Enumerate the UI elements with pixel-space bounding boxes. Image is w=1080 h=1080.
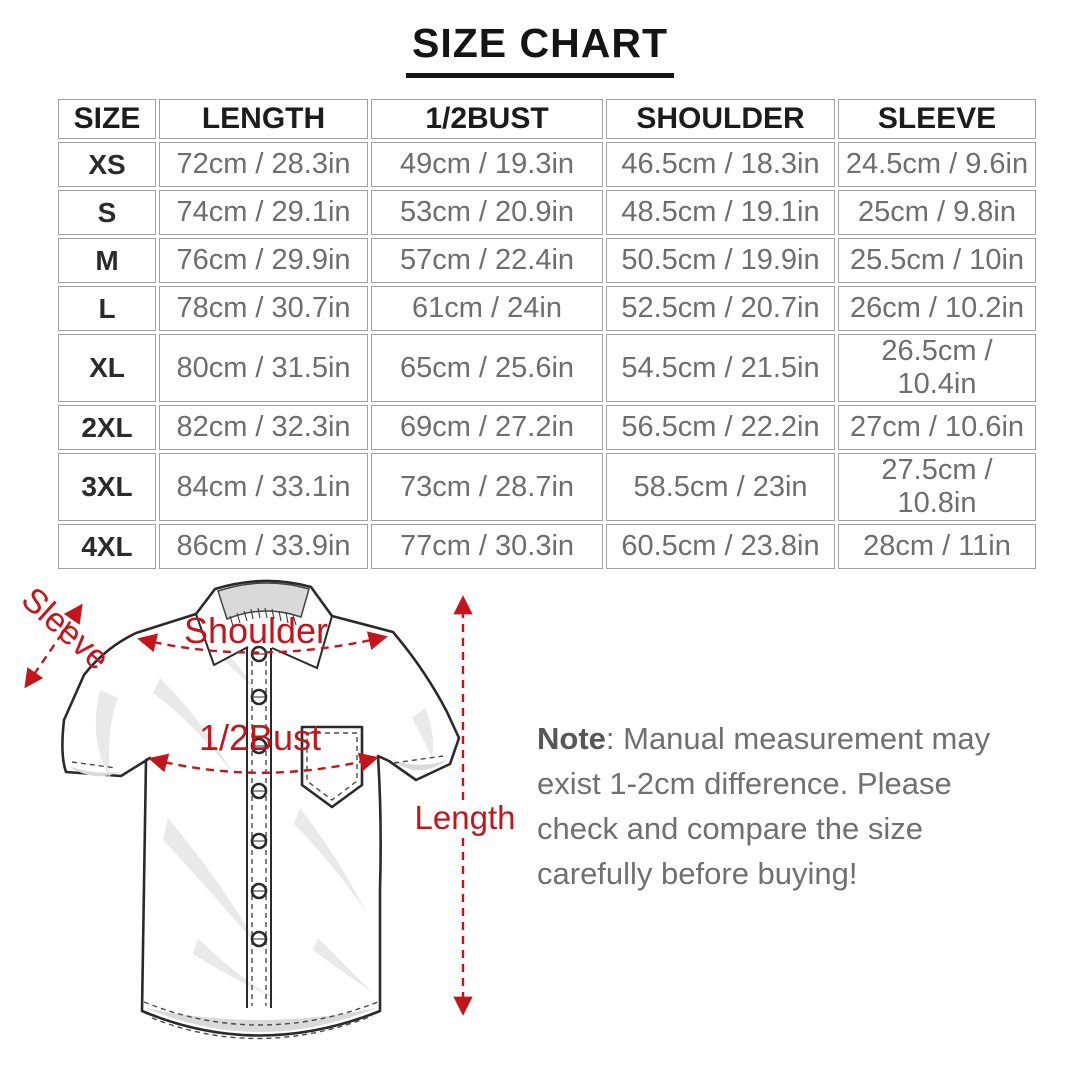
size-cell: XS	[58, 142, 156, 187]
column-header: SHOULDER	[606, 99, 835, 139]
measurement-cell: 26.5cm / 10.4in	[838, 334, 1036, 402]
measurement-cell: 49cm / 19.3in	[371, 142, 603, 187]
header: SIZE CHART	[0, 20, 1080, 78]
table-header-row: SIZE LENGTH 1/2BUST SHOULDER SLEEVE	[58, 99, 1036, 139]
measurement-cell: 25.5cm / 10in	[838, 238, 1036, 283]
measurement-cell: 86cm / 33.9in	[159, 524, 368, 569]
table-row: M 76cm / 29.9in 57cm / 22.4in 50.5cm / 19.9…	[58, 238, 1036, 283]
size-cell: 3XL	[58, 453, 156, 521]
note-label: Note	[537, 721, 606, 756]
size-table-body: XS 72cm / 28.3in 49cm / 19.3in 46.5cm / 18.…	[58, 142, 1036, 569]
measurement-cell: 84cm / 33.1in	[159, 453, 368, 521]
measurement-cell: 65cm / 25.6in	[371, 334, 603, 402]
length-label: Length	[415, 799, 516, 836]
shoulder-arrow	[137, 631, 388, 654]
size-cell: M	[58, 238, 156, 283]
measurement-cell: 52.5cm / 20.7in	[606, 286, 835, 331]
page-title: SIZE CHART	[406, 20, 674, 78]
table-row: XS 72cm / 28.3in 49cm / 19.3in 46.5cm / 18.…	[58, 142, 1036, 187]
size-cell: L	[58, 286, 156, 331]
measurement-cell: 78cm / 30.7in	[159, 286, 368, 331]
measurement-cell: 48.5cm / 19.1in	[606, 190, 835, 235]
measurement-cell: 74cm / 29.1in	[159, 190, 368, 235]
sleeve-label: Sleeve	[14, 580, 117, 678]
note-line-2: exist 1-2cm difference. Please	[537, 766, 952, 801]
column-header: 1/2BUST	[371, 99, 603, 139]
measurement-cell: 46.5cm / 18.3in	[606, 142, 835, 187]
measurement-cell: 24.5cm / 9.6in	[838, 142, 1036, 187]
measurement-cell: 77cm / 30.3in	[371, 524, 603, 569]
size-cell: 2XL	[58, 405, 156, 450]
buttons	[250, 645, 268, 948]
neckband-hatching	[229, 607, 297, 627]
note-line-1: : Manual measurement may	[605, 721, 991, 756]
measurement-cell: 54.5cm / 21.5in	[606, 334, 835, 402]
size-table: SIZE LENGTH 1/2BUST SHOULDER SLEEVE XS 72cm /…	[55, 96, 1039, 572]
measurement-cell: 72cm / 28.3in	[159, 142, 368, 187]
size-cell: XL	[58, 334, 156, 402]
note-line-4: carefully before buying!	[537, 856, 858, 891]
table-row: L 78cm / 30.7in 61cm / 24in 52.5cm / 20.7in…	[58, 286, 1036, 331]
measurement-cell: 76cm / 29.9in	[159, 238, 368, 283]
note-text: Note: Manual measurement may exist 1-2cm…	[537, 716, 1037, 896]
table-row: 2XL 82cm / 32.3in 69cm / 27.2in 56.5cm / 22…	[58, 405, 1036, 450]
measurement-cell: 80cm / 31.5in	[159, 334, 368, 402]
shirt-collar	[195, 582, 333, 670]
measurement-cell: 27.5cm / 10.8in	[838, 453, 1036, 521]
measurement-cell: 58.5cm / 23in	[606, 453, 835, 521]
column-header: SLEEVE	[838, 99, 1036, 139]
measurement-cell: 82cm / 32.3in	[159, 405, 368, 450]
measurement-cell: 53cm / 20.9in	[371, 190, 603, 235]
column-header: LENGTH	[159, 99, 368, 139]
note-line-3: check and compare the size	[537, 811, 923, 846]
measurement-cell: 28cm / 11in	[838, 524, 1036, 569]
sleeve-cuffs	[68, 755, 447, 777]
table-row: 3XL 84cm / 33.1in 73cm / 28.7in 58.5cm / 23…	[58, 453, 1036, 521]
measurement-cell: 57cm / 22.4in	[371, 238, 603, 283]
table-row: XL 80cm / 31.5in 65cm / 25.6in 54.5cm / 21.…	[58, 334, 1036, 402]
size-cell: 4XL	[58, 524, 156, 569]
measurement-cell: 61cm / 24in	[371, 286, 603, 331]
bust-label: 1/2Bust	[199, 717, 321, 758]
column-header: SIZE	[58, 99, 156, 139]
measurement-cell: 60.5cm / 23.8in	[606, 524, 835, 569]
wrinkle-shading	[95, 655, 434, 1002]
shirt-measurement-diagram: Sleeve Shoulder 1/2Bust Length	[14, 579, 516, 1040]
measurement-cell: 26cm / 10.2in	[838, 286, 1036, 331]
measurement-cell: 27cm / 10.6in	[838, 405, 1036, 450]
sleeve-arrow	[24, 603, 83, 689]
table-row: 4XL 86cm / 33.9in 77cm / 30.3in 60.5cm / 23…	[58, 524, 1036, 569]
measurement-cell: 50.5cm / 19.9in	[606, 238, 835, 283]
measurement-cell: 56.5cm / 22.2in	[606, 405, 835, 450]
shirt-hem	[143, 1001, 379, 1040]
button-placket	[246, 645, 272, 1008]
measurement-cell: 25cm / 9.8in	[838, 190, 1036, 235]
table-row: S 74cm / 29.1in 53cm / 20.9in 48.5cm / 19.1…	[58, 190, 1036, 235]
bust-arrow	[148, 752, 379, 774]
measurement-cell: 69cm / 27.2in	[371, 405, 603, 450]
measurement-cell: 73cm / 28.7in	[371, 453, 603, 521]
size-table-head: SIZE LENGTH 1/2BUST SHOULDER SLEEVE	[58, 99, 1036, 139]
shoulder-label: Shoulder	[184, 610, 328, 651]
size-cell: S	[58, 190, 156, 235]
